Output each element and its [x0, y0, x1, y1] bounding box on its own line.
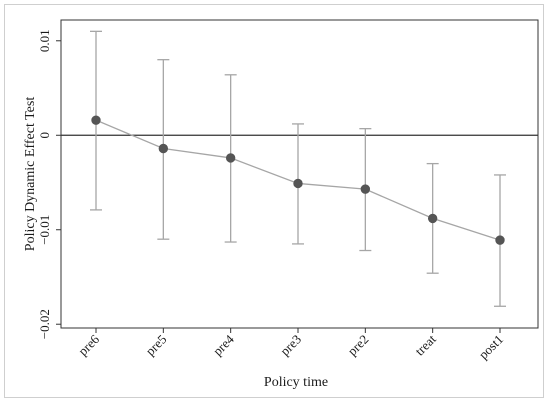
estimate-point	[427, 213, 438, 224]
estimate-point	[158, 143, 169, 154]
x-tick-label: treat	[412, 331, 439, 358]
x-tick-label: pre6	[75, 331, 102, 358]
y-tick-label: 0	[37, 132, 52, 139]
y-tick-label: −0.01	[37, 215, 52, 245]
plot-area	[60, 19, 539, 329]
x-tick-label: post1	[476, 332, 507, 363]
plot-layer: 0.01 0 −0.01 −0.02 pre6 pre5 pre4 pre3 pre2 treat…	[37, 29, 538, 362]
x-tick-label: pre4	[210, 331, 237, 358]
y-axis-label: Policy Dynamic Effect Test	[23, 97, 38, 252]
x-tick-label: pre3	[277, 332, 304, 359]
x-axis-label: Policy time	[264, 375, 328, 390]
y-tick-label: −0.02	[37, 309, 52, 339]
estimate-point	[293, 178, 303, 189]
y-tick-label: 0.01	[37, 29, 52, 52]
chart-svg: 0.01 0 −0.01 −0.02 pre6 pre5 pre4 pre3 pre2 treat…	[23, 19, 539, 390]
estimate-point	[495, 235, 505, 245]
estimate-point	[360, 184, 371, 194]
chart-frame: 0.01 0 −0.01 −0.02 pre6 pre5 pre4 pre3 pre2 treat…	[4, 4, 544, 398]
estimate-point	[91, 115, 101, 125]
estimate-point	[225, 153, 236, 163]
x-tick-label: pre5	[143, 332, 170, 359]
x-tick-label: pre2	[345, 332, 372, 359]
